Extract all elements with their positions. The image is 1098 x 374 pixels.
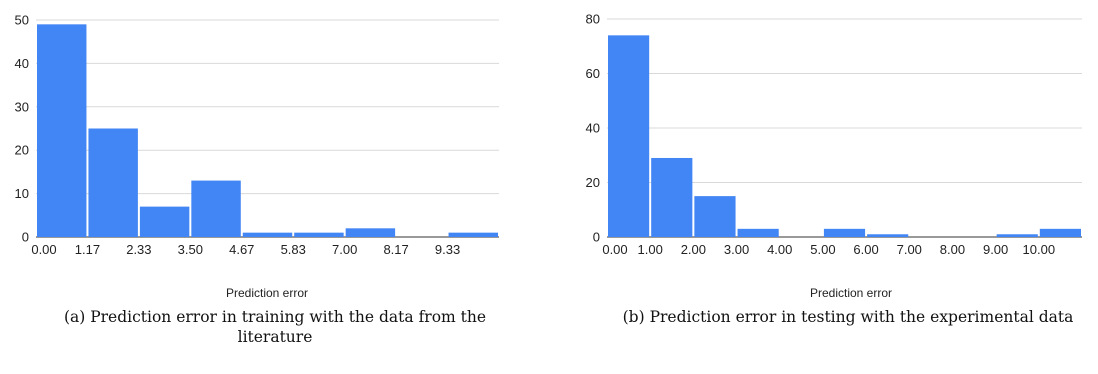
x-tick-label: 8.00 xyxy=(940,242,965,257)
caption-a: (a) Prediction error in training with th… xyxy=(63,308,487,346)
x-tick-label: 5.00 xyxy=(810,242,835,257)
y-tick-label: 20 xyxy=(586,175,600,190)
histogram-bar xyxy=(37,24,87,238)
x-tick-label: 9.00 xyxy=(983,242,1008,257)
bars xyxy=(608,35,1081,237)
histogram-testing: 0 20 40 60 80 0.00 1.00 2.00 3.00 4.00 5.00 6.00 7.… xyxy=(586,12,1082,300)
y-tick-label: 40 xyxy=(586,121,600,136)
histogram-bar xyxy=(88,128,138,237)
histogram-bar xyxy=(651,157,693,237)
x-tick-label: 1.17 xyxy=(75,242,100,257)
histogram-bar xyxy=(694,196,736,237)
x-tick-label: 2.33 xyxy=(126,242,151,257)
histogram-training: 0 10 20 30 40 50 0.00 1.17 2.33 3.50 4.67 5.83 7.00… xyxy=(15,13,499,300)
bars xyxy=(37,24,498,238)
histogram-bar xyxy=(191,180,241,237)
histogram-bar xyxy=(1039,228,1081,237)
y-tick-labels: 0 20 40 60 80 xyxy=(586,12,600,245)
y-tick-label: 0 xyxy=(593,230,600,245)
x-tick-label: 2.00 xyxy=(681,242,706,257)
y-tick-label: 30 xyxy=(15,99,29,114)
x-tick-labels: 0.00 1.17 2.33 3.50 4.67 5.83 7.00 8.17 9.33 xyxy=(31,242,460,257)
x-tick-label: 0.00 xyxy=(31,242,56,257)
x-tick-labels: 0.00 1.00 2.00 3.00 4.00 5.00 6.00 7.00 8.00 9.00… xyxy=(602,242,1055,257)
histogram-bar xyxy=(608,35,650,237)
caption-b: (b) Prediction error in testing with the… xyxy=(622,308,1074,326)
histogram-bar xyxy=(139,206,190,237)
x-tick-label: 9.33 xyxy=(435,242,460,257)
histogram-bar xyxy=(823,228,866,237)
x-tick-label: 6.00 xyxy=(853,242,878,257)
y-tick-label: 40 xyxy=(15,56,29,71)
y-tick-label: 60 xyxy=(586,66,600,81)
y-tick-label: 10 xyxy=(15,186,29,201)
x-tick-label: 4.67 xyxy=(229,242,254,257)
x-tick-label: 1.00 xyxy=(638,242,663,257)
x-tick-label: 7.00 xyxy=(332,242,357,257)
y-tick-label: 80 xyxy=(586,12,600,27)
x-axis-label: Prediction error xyxy=(226,286,308,300)
x-tick-label: 10.00 xyxy=(1023,242,1056,257)
histogram-bar xyxy=(448,232,498,237)
histogram-bar xyxy=(294,232,344,237)
y-tick-label: 0 xyxy=(22,230,29,245)
histogram-bar xyxy=(242,232,293,237)
y-tick-labels: 0 10 20 30 40 50 xyxy=(15,13,29,245)
histogram-bar xyxy=(737,228,779,237)
x-axis-label: Prediction error xyxy=(810,286,892,300)
x-tick-label: 3.50 xyxy=(178,242,203,257)
y-tick-label: 50 xyxy=(15,13,29,28)
histogram-bar xyxy=(867,234,909,237)
histogram-bar xyxy=(345,228,396,237)
x-tick-label: 7.00 xyxy=(897,242,922,257)
x-tick-label: 3.00 xyxy=(724,242,749,257)
x-tick-label: 4.00 xyxy=(767,242,792,257)
histogram-bar xyxy=(996,234,1038,237)
x-tick-label: 8.17 xyxy=(383,242,408,257)
x-tick-label: 5.83 xyxy=(281,242,306,257)
x-tick-label: 0.00 xyxy=(602,242,627,257)
y-tick-label: 20 xyxy=(15,143,29,158)
